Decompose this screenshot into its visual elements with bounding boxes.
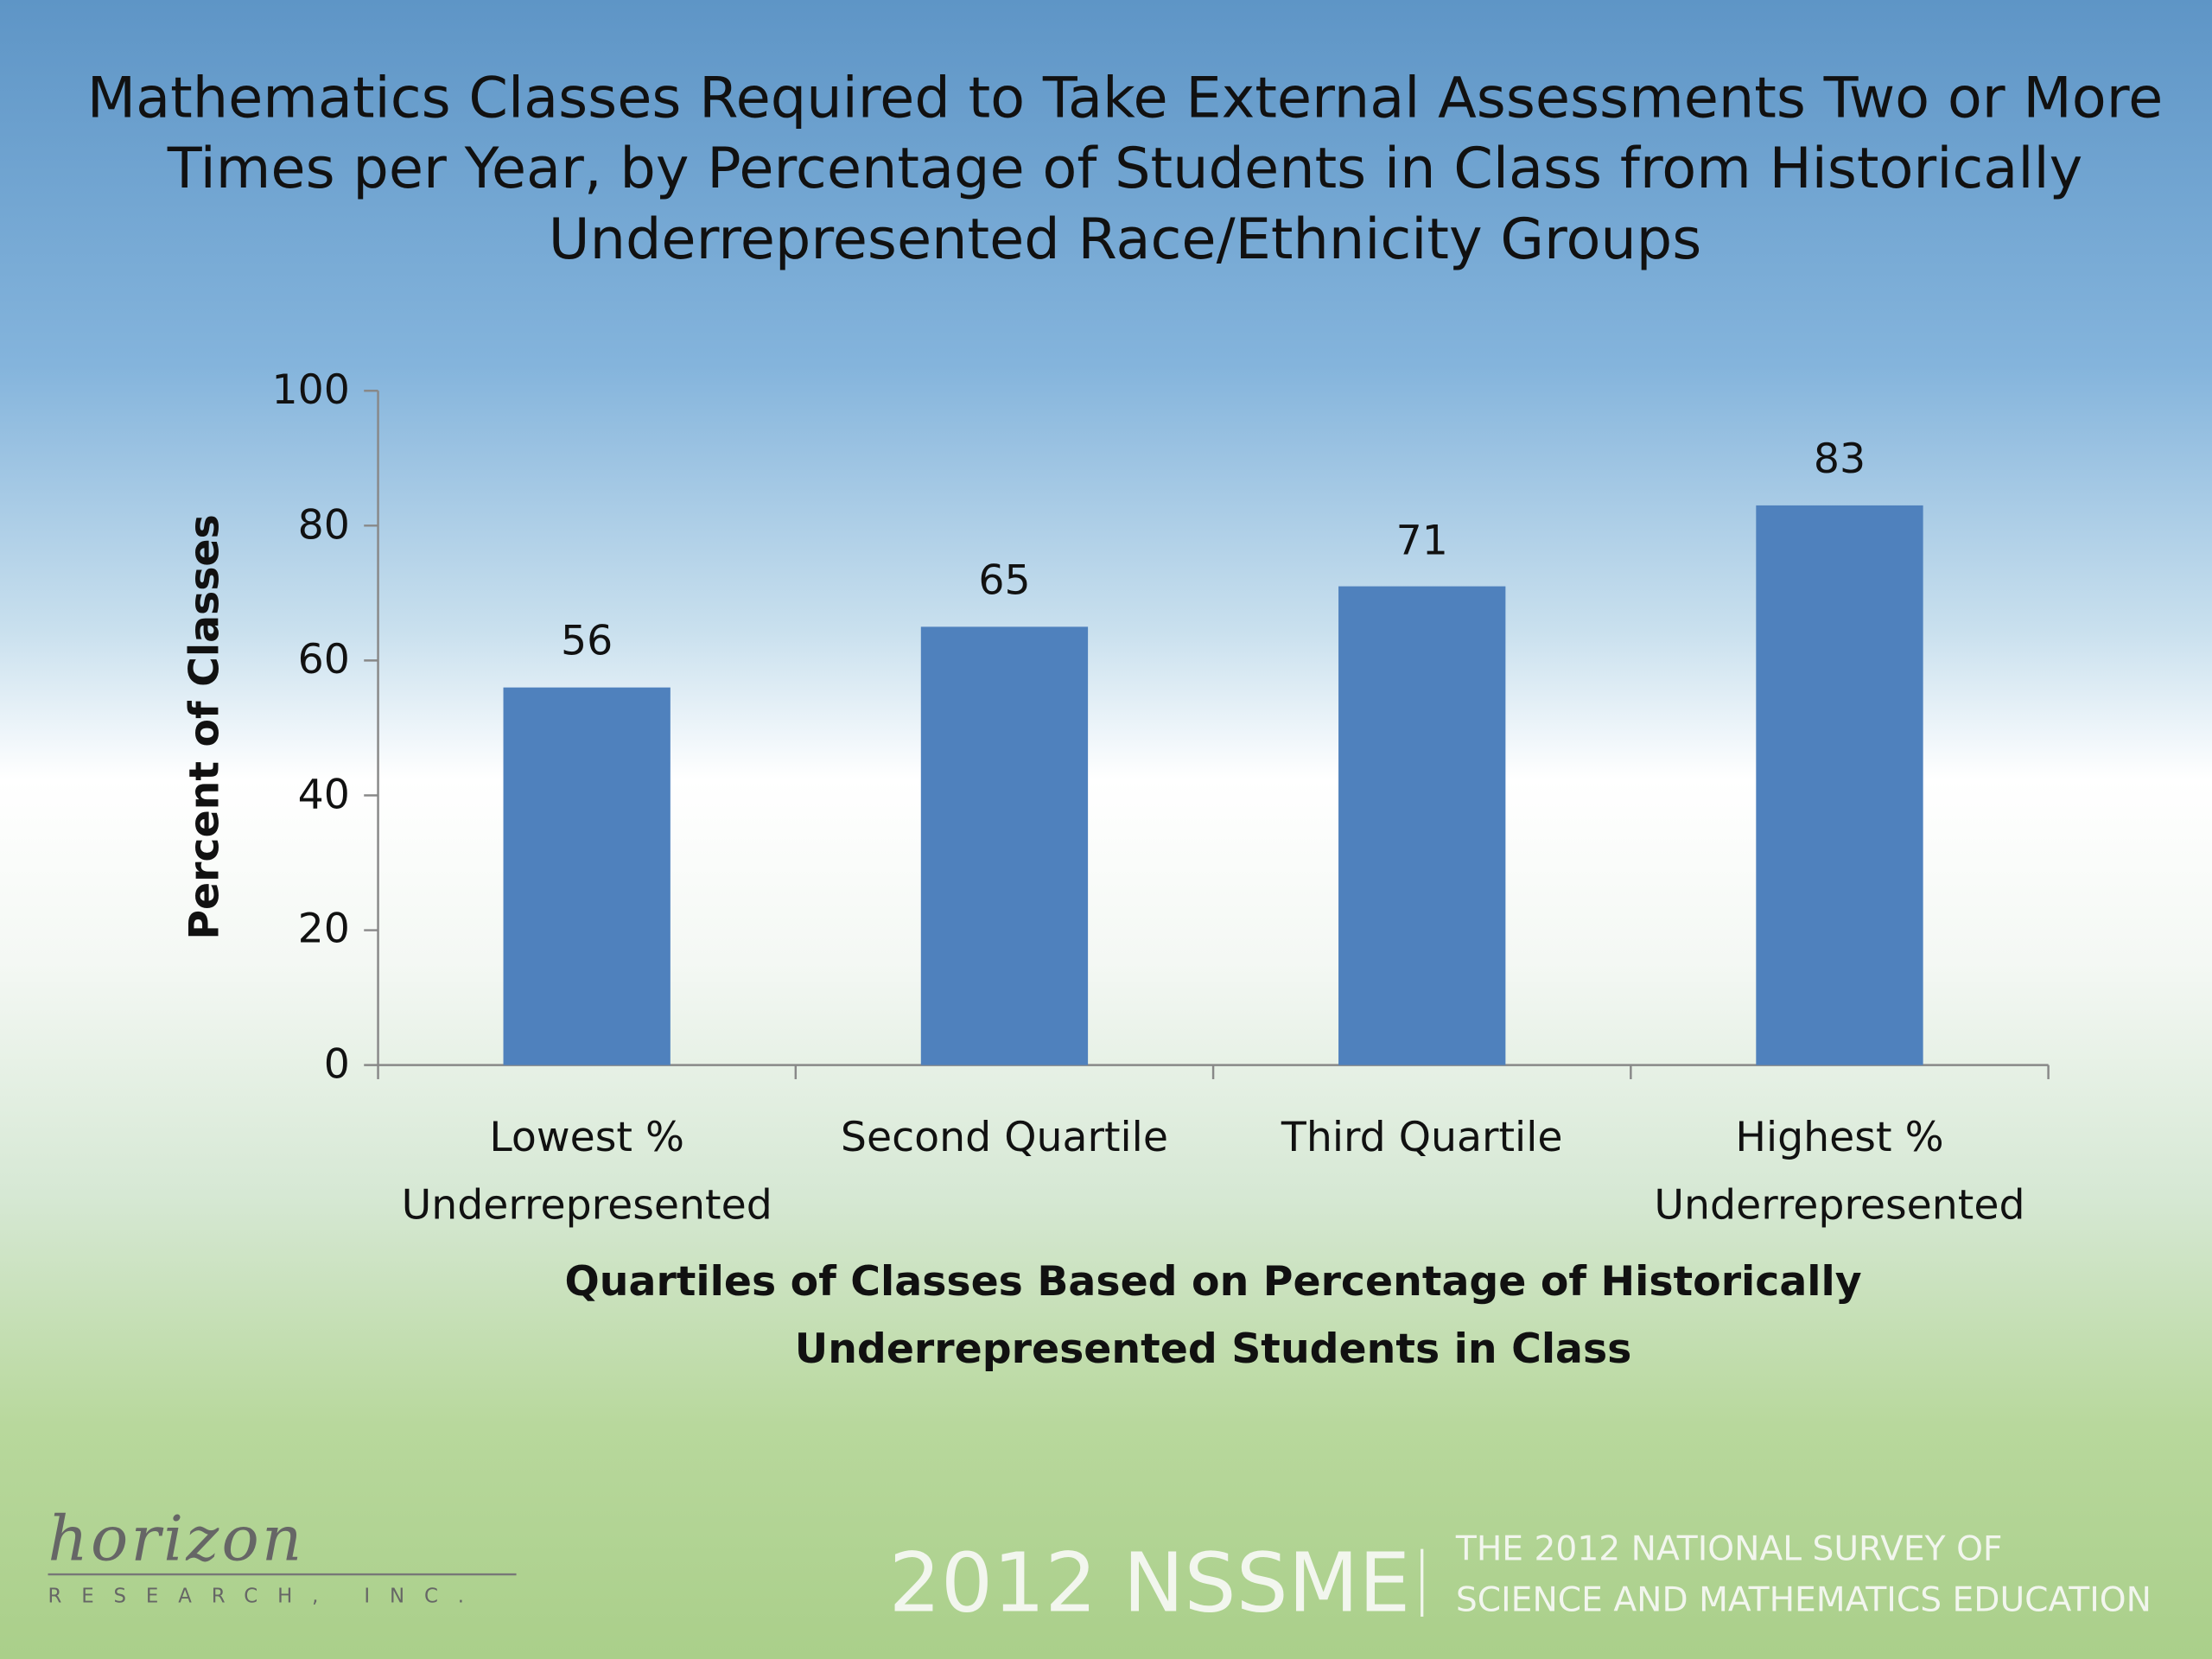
- y-axis-label: Percent of Classes: [180, 514, 228, 940]
- survey-line: SCIENCE AND MATHEMATICS EDUCATION: [1455, 1580, 2152, 1620]
- survey-line: THE 2012 NATIONAL SURVEY OF: [1455, 1529, 2003, 1569]
- y-tick-label: 80: [297, 499, 350, 549]
- bar: [920, 626, 1089, 1065]
- x-tick-label: Highest % Underrepresented: [1654, 1113, 2025, 1230]
- bar: [1338, 586, 1506, 1065]
- bar: [1756, 505, 1923, 1065]
- x-tick-label: Second Quartile: [840, 1113, 1168, 1161]
- y-tick-label: 100: [271, 365, 350, 414]
- y-tick-label: 40: [297, 770, 350, 818]
- value-label: 56: [561, 616, 613, 665]
- value-label: 83: [1813, 435, 1866, 483]
- survey-name: THE 2012 NATIONAL SURVEY OF SCIENCE AND …: [1456, 1523, 2152, 1625]
- bar: [503, 687, 671, 1065]
- brand: 2012 NSSME: [888, 1535, 1411, 1631]
- x-tick-label: Lowest % Underrepresented: [401, 1113, 772, 1230]
- x-axis-label: Quartiles of Classes Based on Percentage…: [564, 1256, 1862, 1373]
- value-label: 65: [978, 556, 1031, 605]
- y-tick-label: 20: [297, 905, 350, 953]
- value-label: 71: [1395, 515, 1448, 564]
- x-tick-label: Third Quartile: [1281, 1113, 1563, 1161]
- logo-subtitle: RESEARCH, INC.: [48, 1586, 484, 1609]
- chart-title: Mathematics Classes Required to Take Ext…: [86, 66, 2164, 273]
- y-tick-label: 0: [323, 1039, 350, 1088]
- logo: horizon: [48, 1503, 305, 1576]
- y-tick-label: 60: [297, 634, 350, 683]
